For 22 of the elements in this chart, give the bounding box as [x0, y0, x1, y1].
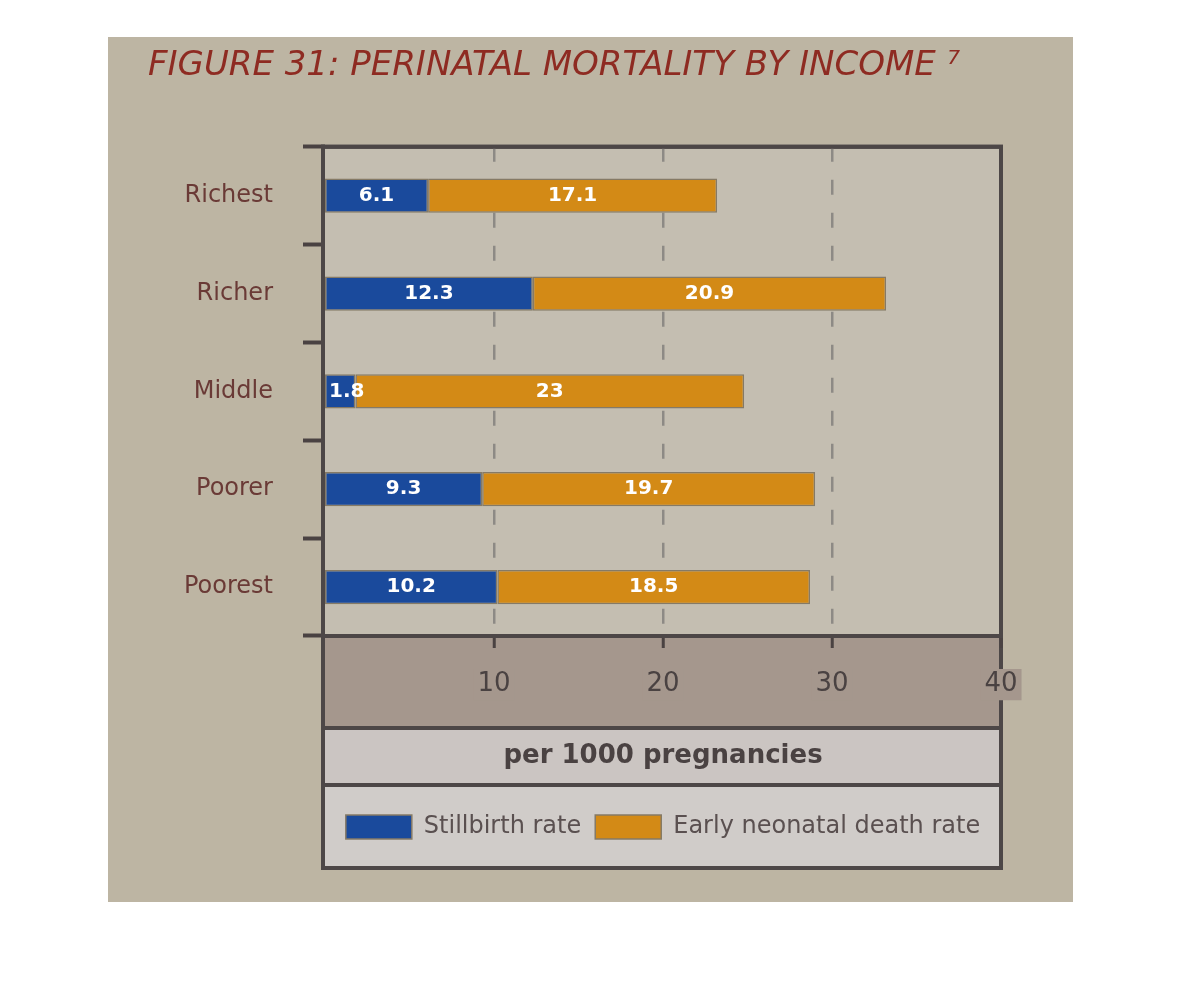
x-tick-label: 20	[646, 667, 680, 698]
y-tick-label: Richer	[196, 277, 274, 306]
legend-label: Early neonatal death rate	[673, 811, 981, 840]
x-tick-label: 30	[815, 667, 849, 698]
data-label: 6.1	[358, 181, 395, 206]
data-label: 18.5	[629, 573, 679, 598]
y-tick-label: Richest	[184, 179, 273, 208]
y-tick-label: Middle	[193, 375, 273, 404]
chart-title: FIGURE 31: PERINATAL MORTALITY BY INCOME ⁷	[148, 43, 961, 84]
data-label: 23	[535, 377, 564, 402]
data-label: 20.9	[684, 279, 735, 304]
data-label: 12.3	[404, 279, 454, 304]
data-label: 17.1	[547, 181, 598, 206]
y-tick-label: Poorer	[196, 473, 274, 502]
x-tick-label: 10	[477, 667, 511, 698]
y-tick-label: Poorest	[183, 571, 273, 600]
data-label: 19.7	[623, 475, 674, 500]
data-label: 10.2	[386, 573, 436, 598]
data-label: 9.3	[385, 475, 422, 500]
x-tick-label: 40	[984, 667, 1018, 698]
x-axis-title: per 1000 pregnancies	[503, 739, 823, 770]
legend-label: Stillbirth rate	[423, 811, 582, 840]
